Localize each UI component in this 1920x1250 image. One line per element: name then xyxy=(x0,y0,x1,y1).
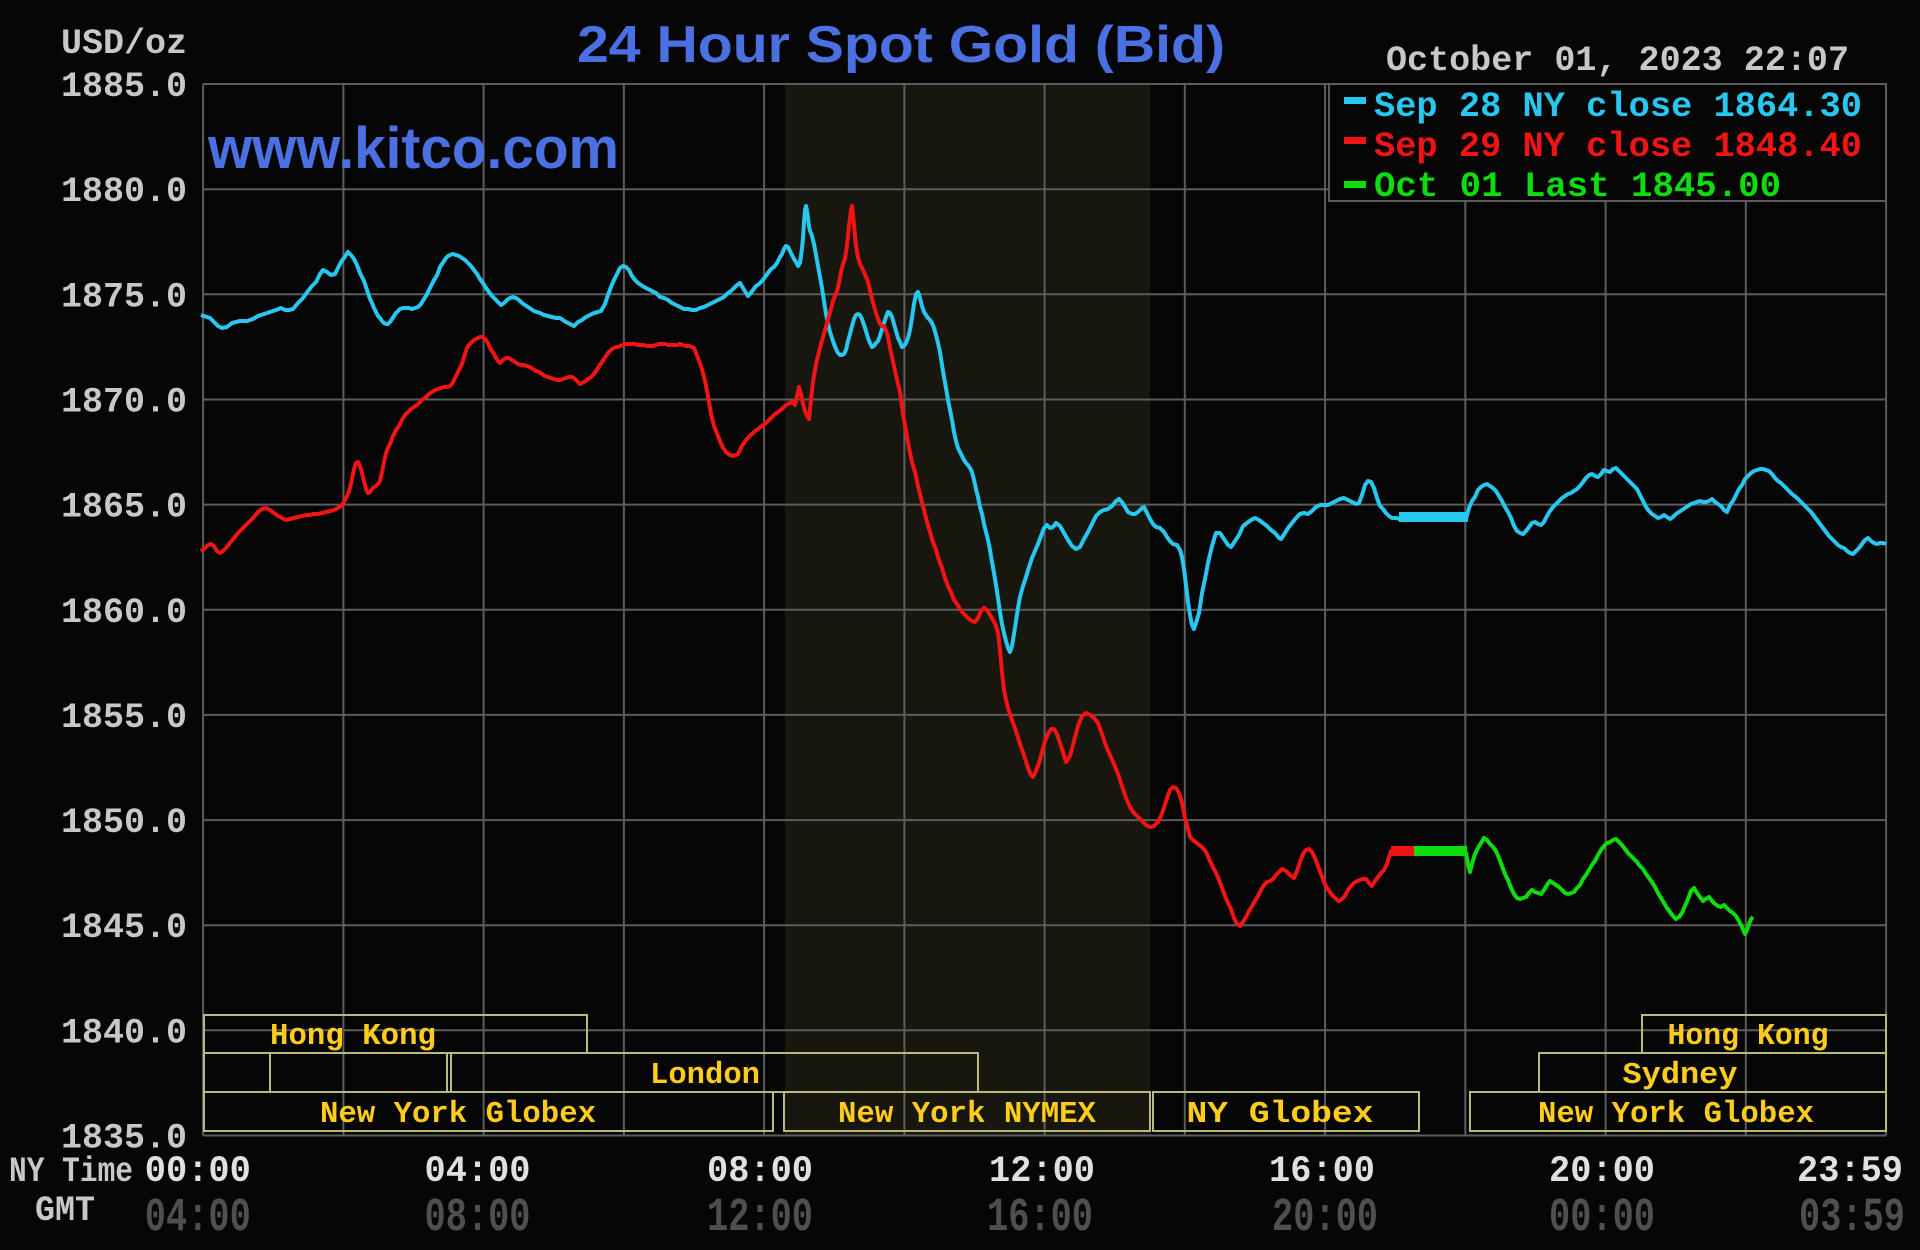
svg-text:1875.0: 1875.0 xyxy=(61,277,187,317)
svg-text:NY Globex: NY Globex xyxy=(1187,1097,1374,1132)
svg-text:1850.0: 1850.0 xyxy=(61,803,187,843)
svg-text:04:00: 04:00 xyxy=(425,1151,531,1193)
svg-text:1845.0: 1845.0 xyxy=(61,908,187,948)
svg-text:Hong Kong: Hong Kong xyxy=(1668,1019,1829,1054)
svg-text:03:59: 03:59 xyxy=(1799,1192,1905,1245)
svg-text:Sep 28 NY close 1864.30: Sep 28 NY close 1864.30 xyxy=(1374,87,1862,127)
svg-text:Sydney: Sydney xyxy=(1623,1058,1738,1093)
svg-text:12:00: 12:00 xyxy=(707,1192,813,1245)
svg-text:1855.0: 1855.0 xyxy=(61,698,187,738)
svg-text:1835.0: 1835.0 xyxy=(61,1119,187,1159)
svg-text:1860.0: 1860.0 xyxy=(61,593,187,633)
svg-text:1865.0: 1865.0 xyxy=(61,488,187,528)
svg-text:London: London xyxy=(650,1058,760,1093)
svg-text:00:00: 00:00 xyxy=(145,1151,251,1193)
svg-text:08:00: 08:00 xyxy=(425,1192,531,1245)
svg-text:GMT: GMT xyxy=(35,1191,95,1231)
svg-text:Sep 29 NY close 1848.40: Sep 29 NY close 1848.40 xyxy=(1374,127,1862,167)
svg-text:20:00: 20:00 xyxy=(1549,1151,1655,1193)
svg-text:00:00: 00:00 xyxy=(1549,1192,1655,1245)
svg-text:New York Globex: New York Globex xyxy=(1538,1097,1814,1132)
svg-text:1880.0: 1880.0 xyxy=(61,172,187,212)
svg-text:www.kitco.com: www.kitco.com xyxy=(207,116,619,181)
svg-text:04:00: 04:00 xyxy=(145,1192,251,1245)
svg-text:12:00: 12:00 xyxy=(989,1151,1095,1193)
svg-text:24 Hour Spot Gold (Bid): 24 Hour Spot Gold (Bid) xyxy=(577,16,1225,74)
svg-text:16:00: 16:00 xyxy=(1269,1151,1375,1193)
svg-text:1840.0: 1840.0 xyxy=(61,1013,187,1053)
svg-text:08:00: 08:00 xyxy=(707,1151,813,1193)
svg-text:New York NYMEX: New York NYMEX xyxy=(838,1097,1096,1132)
svg-text:October 01, 2023 22:07: October 01, 2023 22:07 xyxy=(1386,41,1849,81)
svg-text:1870.0: 1870.0 xyxy=(61,383,187,423)
svg-text:NY Time: NY Time xyxy=(9,1152,133,1192)
svg-text:1885.0: 1885.0 xyxy=(61,67,187,107)
svg-text:Oct 01 Last 1845.00: Oct 01 Last 1845.00 xyxy=(1374,167,1781,207)
svg-text:Hong Kong: Hong Kong xyxy=(270,1019,436,1054)
svg-text:20:00: 20:00 xyxy=(1272,1192,1378,1245)
svg-text:23:59: 23:59 xyxy=(1797,1151,1903,1193)
svg-text:16:00: 16:00 xyxy=(987,1192,1093,1245)
svg-text:New York Globex: New York Globex xyxy=(320,1097,596,1132)
svg-text:USD/oz: USD/oz xyxy=(61,24,187,64)
